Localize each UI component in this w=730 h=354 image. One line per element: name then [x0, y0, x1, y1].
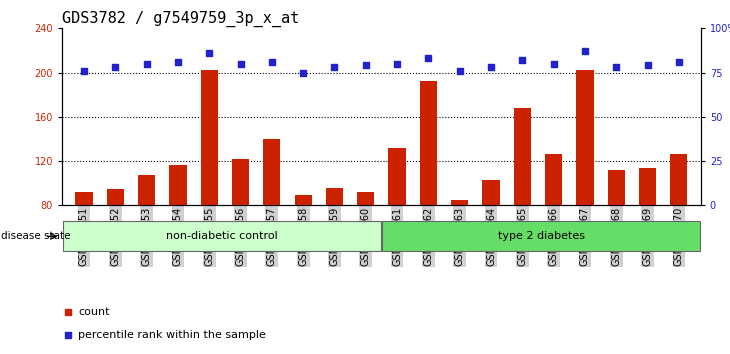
Bar: [169, 166, 186, 294]
Bar: [75, 192, 93, 294]
Bar: [326, 188, 343, 294]
Bar: [294, 195, 312, 294]
Text: non-diabetic control: non-diabetic control: [166, 231, 277, 241]
Text: type 2 diabetes: type 2 diabetes: [498, 231, 585, 241]
Point: [642, 63, 653, 68]
Bar: [514, 108, 531, 294]
Point: [579, 48, 591, 54]
Bar: [264, 139, 280, 294]
Point: [517, 57, 529, 63]
Bar: [545, 154, 562, 294]
Point: [391, 61, 403, 67]
Point: [673, 59, 685, 65]
Bar: [107, 189, 124, 294]
Text: percentile rank within the sample: percentile rank within the sample: [78, 330, 266, 341]
Point: [328, 64, 340, 70]
Bar: [577, 70, 593, 294]
Bar: [232, 159, 249, 294]
Point: [110, 64, 121, 70]
Bar: [63, 221, 381, 251]
Point: [454, 68, 466, 74]
Bar: [420, 81, 437, 294]
Point: [234, 61, 246, 67]
Point: [78, 68, 90, 74]
Bar: [639, 168, 656, 294]
Point: [204, 50, 215, 56]
Bar: [607, 170, 625, 294]
Point: [172, 59, 184, 65]
Point: [360, 63, 372, 68]
Point: [485, 64, 497, 70]
Bar: [670, 154, 688, 294]
Bar: [357, 192, 374, 294]
Text: GDS3782 / g7549759_3p_x_at: GDS3782 / g7549759_3p_x_at: [62, 11, 299, 27]
Text: count: count: [78, 307, 110, 318]
Point: [548, 61, 559, 67]
Bar: [138, 176, 155, 294]
Bar: [388, 148, 406, 294]
Point: [610, 64, 622, 70]
Bar: [451, 200, 469, 294]
Bar: [483, 180, 499, 294]
Point: [266, 59, 277, 65]
Point: [297, 70, 309, 75]
Point: [423, 56, 434, 61]
Bar: [382, 221, 700, 251]
Text: disease state: disease state: [1, 231, 70, 241]
Point: [141, 61, 153, 67]
Bar: [201, 70, 218, 294]
